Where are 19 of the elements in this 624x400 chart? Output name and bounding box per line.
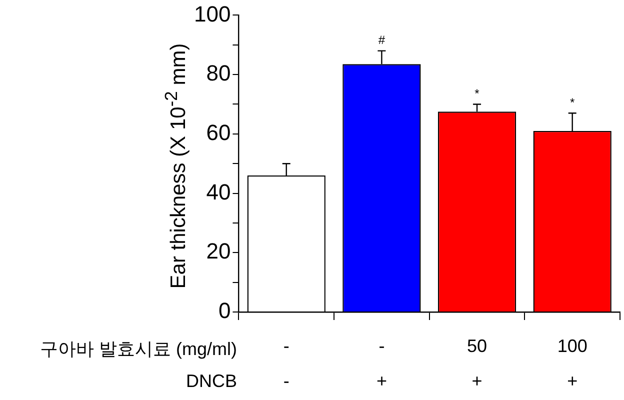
x-axis-title: 구아바 발효시료 (mg/ml) — [40, 338, 237, 359]
y-tick-label: 100 — [194, 1, 231, 26]
y-tick-label: 80 — [206, 60, 231, 86]
text: + — [567, 370, 578, 391]
x-tick-label: - — [378, 336, 385, 356]
y-tick-label: 20 — [206, 238, 231, 264]
y-tick-label: 60 — [206, 120, 231, 145]
text: + — [376, 370, 387, 391]
x-tick-label: 50 — [467, 336, 488, 356]
x-tick-label: - — [283, 336, 290, 356]
y-tick-label: 40 — [206, 179, 231, 204]
text: DNCB — [186, 370, 237, 391]
data-label: * — [570, 95, 575, 110]
text: + — [472, 370, 482, 391]
x-tick-label: 100 — [557, 336, 588, 356]
data-label: # — [378, 33, 386, 48]
data-label: * — [474, 86, 480, 101]
y-tick-label: 0 — [218, 298, 231, 324]
text: - — [283, 370, 290, 391]
